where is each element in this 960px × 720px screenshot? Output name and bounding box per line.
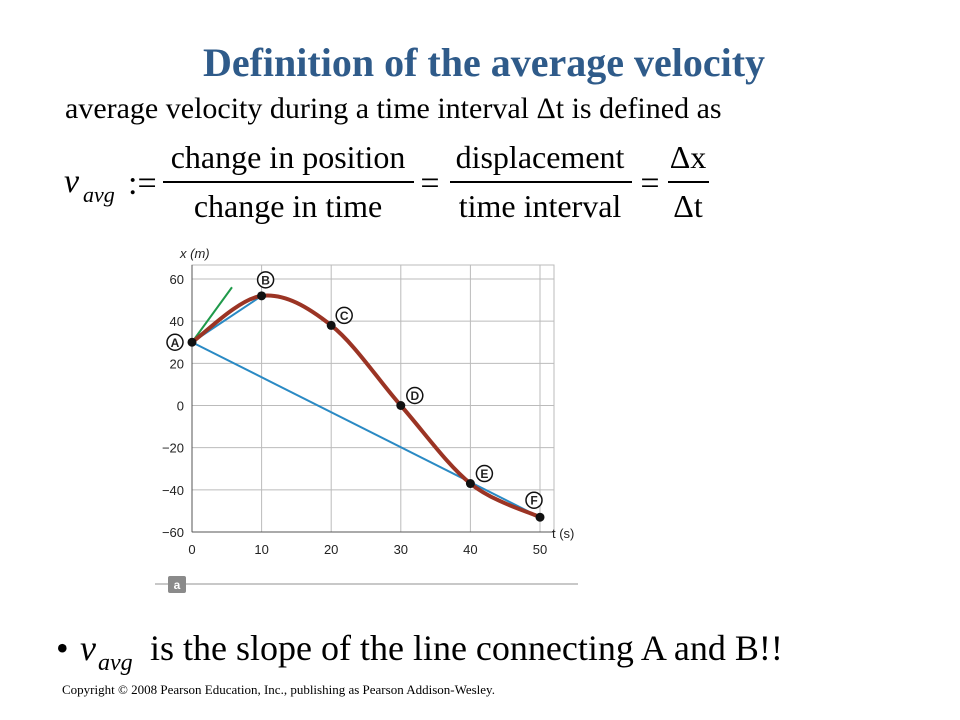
point-label: F [530, 494, 537, 508]
denominator: change in time [194, 188, 382, 224]
numerator: Δx [670, 139, 707, 175]
tangent-line [191, 286, 233, 343]
bullet-symbol: v [80, 628, 96, 668]
equals-sign: = [640, 165, 659, 202]
formula-define: := [128, 165, 157, 202]
y-tick-label: 40 [170, 314, 184, 329]
point-label-circle [475, 464, 494, 483]
chart: −60 −40 −20 0 20 40 60 0 10 20 30 40 50 x (m) t (s) A B C… [155, 246, 578, 593]
equals-sign: = [420, 165, 439, 202]
y-tick-label: 0 [177, 399, 184, 414]
y-tick-label: −60 [162, 525, 184, 540]
x-axis-label: t (s) [552, 526, 574, 541]
data-point [396, 401, 406, 410]
data-point [326, 320, 336, 330]
data-point [257, 291, 267, 301]
numerator: displacement [456, 139, 625, 175]
x-tick-label: 10 [254, 542, 268, 557]
x-tick-label: 50 [533, 542, 547, 557]
intro-text: average velocity during a time interval … [65, 92, 722, 125]
point-label-circle [166, 333, 184, 351]
y-tick-label: 20 [170, 356, 184, 371]
point-label: B [261, 273, 270, 287]
plot-area [191, 264, 555, 533]
bullet-subscript: avg [98, 650, 133, 676]
denominator: time interval [459, 188, 622, 224]
point-label-circle [406, 386, 424, 405]
x-tick-label: 20 [324, 542, 338, 557]
bullet: • v avg is the slope of the line connect… [56, 628, 783, 676]
formula: v avg := change in position change in ti… [64, 139, 709, 224]
y-tick-label: −20 [162, 441, 184, 456]
formula-symbol: v [64, 163, 80, 200]
point-label-circle [335, 306, 353, 325]
data-point [535, 512, 545, 522]
point-label-circle [256, 271, 275, 289]
point-label: E [480, 467, 488, 481]
x-tick-label: 0 [188, 542, 195, 557]
point-label-circle [525, 491, 543, 509]
x-tick-label: 30 [394, 542, 408, 557]
denominator: Δt [673, 188, 703, 224]
panel-label: a [174, 578, 181, 592]
bullet-dot: • [56, 628, 69, 668]
copyright: Copyright © 2008 Pearson Education, Inc.… [62, 682, 495, 697]
x-tick-label: 40 [463, 542, 477, 557]
secant-line [191, 341, 541, 519]
formula-subscript: avg [83, 182, 115, 207]
point-label: A [171, 336, 180, 350]
slide-title: Definition of the average velocity [203, 40, 765, 85]
data-point [187, 337, 197, 347]
point-label: D [410, 389, 419, 403]
y-tick-label: −40 [162, 483, 184, 498]
data-point [465, 479, 475, 489]
panel-badge [168, 576, 186, 593]
y-axis-label: x (m) [179, 246, 210, 261]
point-label: C [340, 309, 349, 323]
bullet-text: is the slope of the line connecting A an… [150, 628, 783, 668]
numerator: change in position [171, 139, 406, 175]
y-tick-label: 60 [170, 272, 184, 287]
